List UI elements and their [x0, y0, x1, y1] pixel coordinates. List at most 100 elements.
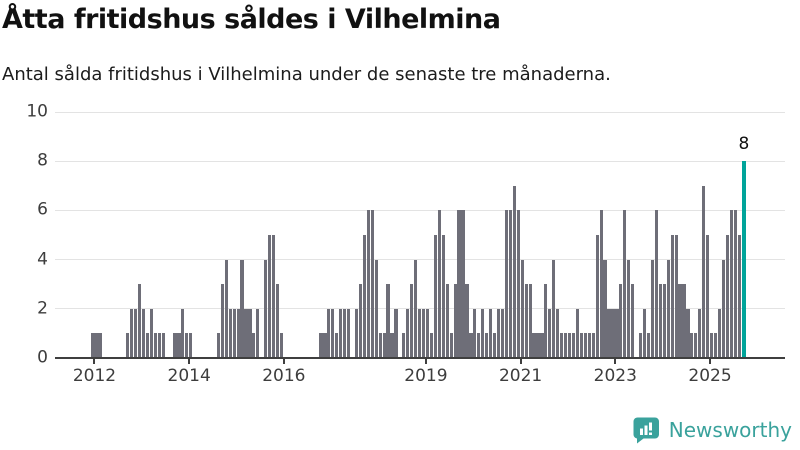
- page-title: Åtta fritidshus såldes i Vilhelmina: [2, 4, 501, 35]
- bar: [149, 308, 153, 358]
- bar: [627, 259, 631, 358]
- x-tick-mark: [282, 358, 285, 364]
- bar: [228, 308, 232, 358]
- bar: [177, 333, 181, 358]
- bar: [528, 284, 532, 358]
- bar: [394, 308, 398, 358]
- bar: [686, 308, 690, 358]
- bar: [453, 284, 457, 358]
- bar: [370, 210, 374, 358]
- bar: [248, 308, 252, 358]
- bar: [421, 308, 426, 358]
- x-tick-mark: [519, 358, 522, 364]
- x-tick-label: 2021: [498, 366, 543, 386]
- bar: [264, 259, 268, 358]
- bar: [737, 235, 741, 358]
- y-tick-label: 4: [37, 249, 48, 270]
- bar: [232, 308, 236, 358]
- bar: [698, 308, 702, 358]
- x-tick-mark: [614, 358, 617, 364]
- bar: [386, 284, 390, 358]
- gridline: [55, 209, 785, 211]
- bar: [702, 185, 706, 358]
- bar: [366, 210, 370, 358]
- bar: [382, 333, 386, 358]
- bar: [275, 284, 280, 358]
- bar: [532, 333, 536, 358]
- bar: [666, 259, 670, 358]
- bar: [319, 333, 323, 358]
- bar: [556, 308, 560, 358]
- bar: [500, 308, 505, 358]
- y-tick-label: 8: [37, 150, 48, 171]
- bar: [560, 333, 564, 358]
- bar: [564, 333, 568, 358]
- bar: [137, 284, 142, 358]
- gridline: [55, 259, 785, 261]
- x-tick-label: 2012: [72, 366, 117, 386]
- x-tick-label: 2016: [262, 366, 306, 386]
- bar: [690, 333, 694, 358]
- bar: [512, 185, 516, 358]
- bar: [445, 284, 449, 358]
- bar: [496, 308, 501, 358]
- bar: [185, 333, 189, 358]
- bar: [240, 259, 244, 358]
- bar: [567, 333, 572, 358]
- bar: [717, 308, 722, 358]
- bar: [441, 235, 445, 358]
- highlighted-bar: [741, 161, 747, 358]
- bar: [406, 308, 410, 358]
- bar: [591, 333, 595, 358]
- bar: [639, 333, 643, 358]
- bar: [583, 333, 587, 358]
- bar: [189, 333, 193, 358]
- bar: [571, 333, 576, 358]
- bar: [465, 284, 469, 358]
- bar: [145, 333, 149, 358]
- y-tick-label: 6: [37, 199, 48, 220]
- bar: [721, 259, 726, 358]
- bar: [729, 210, 733, 358]
- bar: [181, 308, 185, 358]
- bar: [418, 308, 422, 358]
- bar: [615, 308, 619, 358]
- bar: [595, 235, 599, 358]
- bar: [674, 235, 678, 358]
- bar: [327, 308, 331, 358]
- bar: [516, 210, 520, 358]
- bar: [339, 308, 343, 358]
- bar: [611, 308, 615, 358]
- bar: [504, 210, 509, 358]
- bar-chart-speech-bubble-icon: [633, 417, 659, 444]
- x-axis-line: [55, 357, 785, 359]
- bar: [603, 259, 607, 358]
- bar: [173, 333, 177, 358]
- bar: [536, 333, 540, 358]
- x-tick-label: 2019: [404, 366, 448, 386]
- bar: [540, 333, 544, 358]
- bar: [678, 284, 682, 358]
- newsworthy-brand: Newsworthy: [633, 416, 792, 444]
- bar: [252, 333, 256, 358]
- bar: [94, 333, 98, 358]
- bar: [493, 333, 497, 358]
- bar: [437, 210, 441, 358]
- x-tick-label: 2014: [167, 366, 211, 386]
- bar: [429, 333, 434, 358]
- bar: [575, 308, 580, 358]
- bar: [141, 308, 145, 358]
- x-tick-label: 2025: [688, 366, 732, 386]
- bar: [362, 235, 366, 358]
- bar: [473, 308, 477, 358]
- gridline: [55, 111, 785, 113]
- bar: [646, 333, 651, 358]
- x-tick-mark: [709, 358, 712, 364]
- bar: [587, 333, 591, 358]
- bar: [694, 333, 698, 358]
- bar: [477, 333, 481, 358]
- y-axis-labels: 0 2 4 6 8 10: [0, 103, 48, 366]
- bar: [599, 210, 603, 358]
- bar: [713, 333, 718, 358]
